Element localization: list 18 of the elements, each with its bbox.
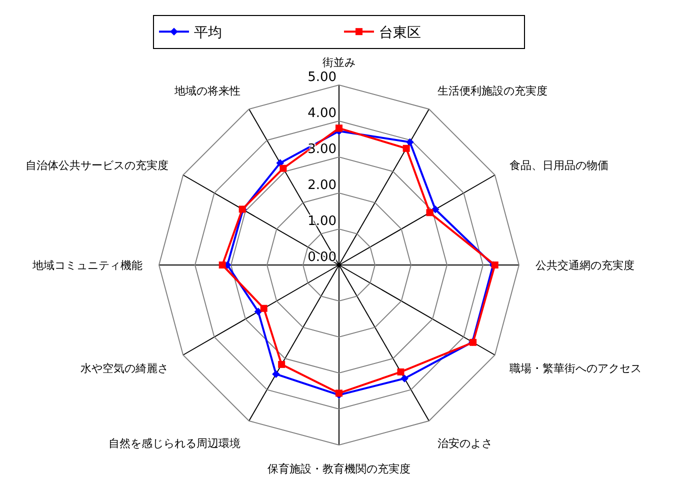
spoke-label: 食品、日用品の物価 bbox=[509, 158, 608, 172]
spoke-label: 公共交通網の充実度 bbox=[536, 258, 635, 272]
spoke-label: 自治体公共サービスの充実度 bbox=[26, 158, 169, 172]
spoke-label: 水や空気の綺麗さ bbox=[80, 362, 169, 376]
spoke-label: 地域コミュニティ機能 bbox=[31, 258, 142, 272]
legend-label: 台東区 bbox=[379, 25, 421, 42]
spoke-label: 職場・繁華街へのアクセス bbox=[509, 362, 642, 376]
y-tick-label: 4.00 bbox=[308, 106, 337, 121]
spoke-label: 保育施設・教育機関の充実度 bbox=[268, 462, 410, 476]
spoke-label: 治安のよさ bbox=[437, 436, 492, 450]
y-tick-label: 3.00 bbox=[308, 142, 337, 157]
legend-label: 平均 bbox=[194, 25, 222, 42]
y-tick-label: 5.00 bbox=[308, 70, 337, 85]
spoke-label: 街並み bbox=[322, 56, 356, 70]
y-tick-label: 2.00 bbox=[308, 178, 337, 193]
spoke-label: 自然を感じられる周辺環境 bbox=[108, 436, 241, 450]
spoke-label: 地域の将来性 bbox=[174, 84, 241, 98]
spoke-label: 生活便利施設の充実度 bbox=[437, 84, 548, 98]
